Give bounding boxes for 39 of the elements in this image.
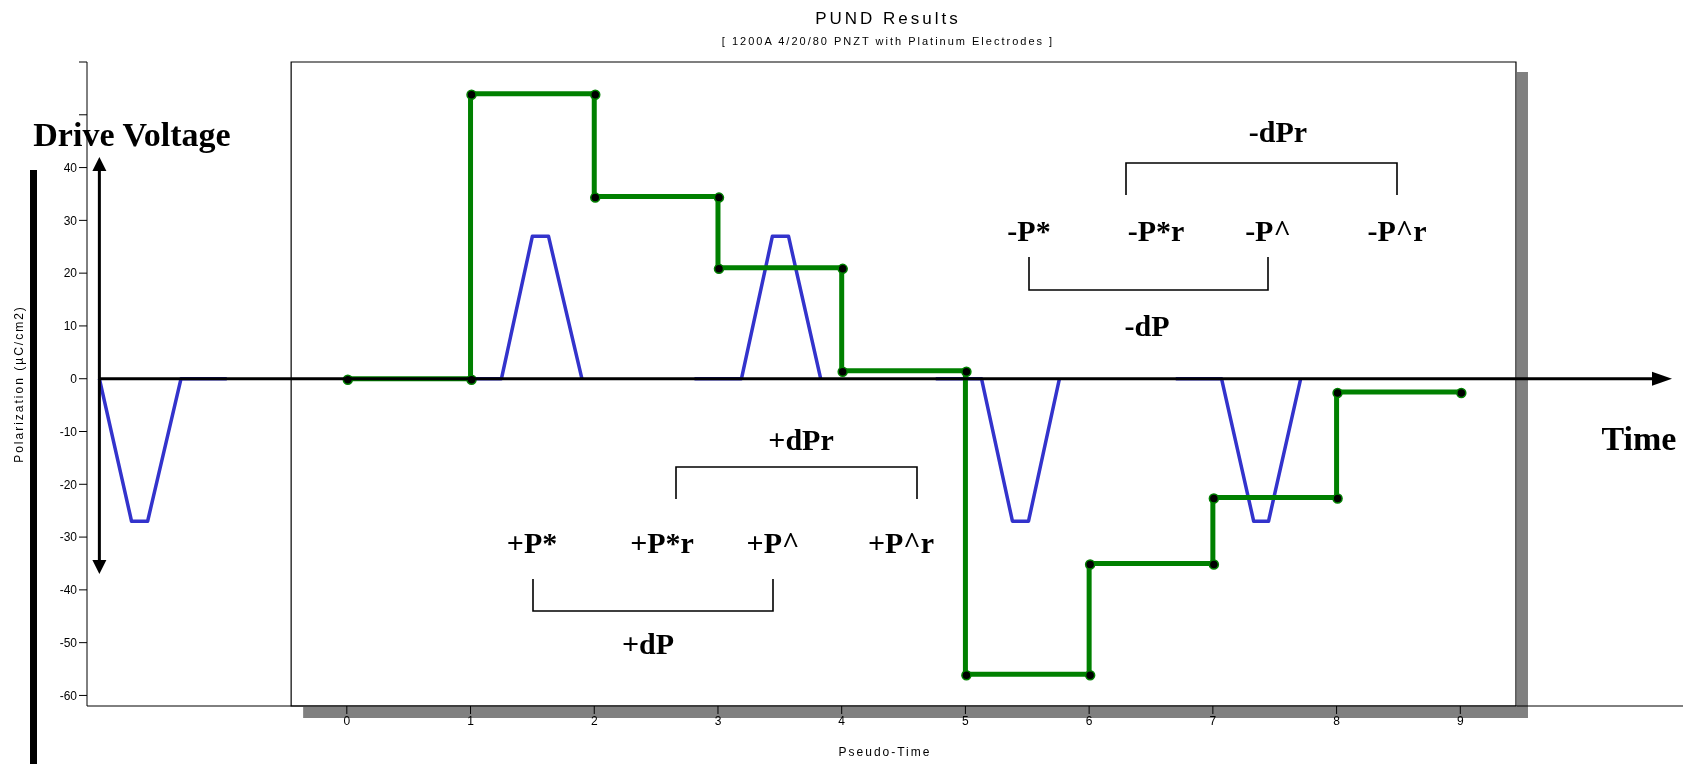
y-tick-label: 20 — [63, 266, 78, 281]
annotation: -P^r — [1367, 214, 1427, 247]
annotation: Time — [1601, 420, 1677, 457]
x-tick-label: 6 — [1085, 713, 1093, 728]
y-tick-label: 30 — [63, 213, 78, 228]
annotation: +dPr — [768, 423, 834, 456]
annotation: -dPr — [1248, 115, 1308, 148]
annotation: Drive Voltage — [33, 116, 231, 153]
y-tick-label: 0 — [70, 371, 78, 386]
x-tick-label: 9 — [1456, 713, 1464, 728]
annotation: -P*r — [1127, 214, 1185, 247]
y-tick-label: 10 — [63, 319, 78, 334]
y-tick-label: -60 — [59, 688, 78, 703]
annotation: -P* — [1007, 214, 1051, 247]
annotation: +dP — [621, 627, 675, 660]
annotation: -P^ — [1245, 214, 1291, 247]
y-tick-label: 40 — [63, 160, 78, 175]
y-tick-label: -50 — [59, 635, 78, 650]
y-tick-label: -20 — [59, 477, 78, 492]
annotation: +P*r — [630, 526, 694, 559]
y-tick-label: -40 — [59, 583, 78, 598]
annotation: +P* — [506, 526, 558, 559]
x-axis-title: Pseudo-Time — [838, 745, 932, 759]
x-tick-label: 5 — [962, 713, 970, 728]
x-tick-label: 3 — [714, 713, 722, 728]
x-tick-label: 2 — [590, 713, 598, 728]
y-axis-title: Polarization (µC/cm2) — [12, 305, 27, 463]
annotation: +P^r — [867, 526, 935, 559]
y-tick-label: -30 — [59, 530, 78, 545]
y-tick-label: -10 — [59, 424, 78, 439]
annotation: -dP — [1124, 309, 1170, 342]
x-tick-label: 4 — [838, 713, 846, 728]
x-tick-label: 8 — [1333, 713, 1341, 728]
x-tick-label: 1 — [467, 713, 475, 728]
chart-subtitle: [ 1200A 4/20/80 PNZT with Platinum Electrodes ] — [721, 35, 1055, 47]
chart-title: PUND Results — [815, 9, 961, 28]
annotation: +P^ — [746, 526, 800, 559]
x-tick-label: 7 — [1209, 713, 1217, 728]
x-tick-label: 0 — [343, 713, 351, 728]
